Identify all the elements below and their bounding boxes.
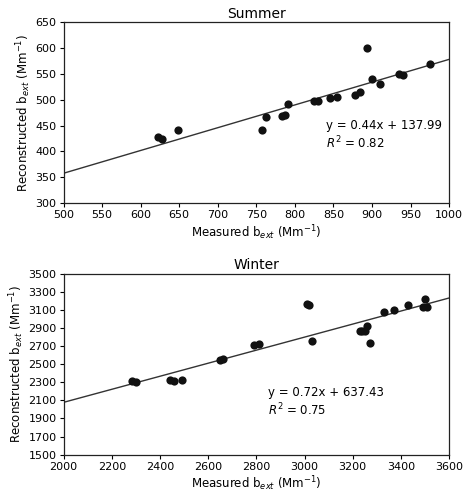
- Point: [306, 301, 313, 309]
- Point: [390, 306, 398, 314]
- Point: [217, 356, 224, 364]
- Point: [419, 303, 426, 311]
- Text: y = 0.72x + 637.43
$R^2$ = 0.75: y = 0.72x + 637.43 $R^2$ = 0.75: [268, 386, 384, 418]
- Point: [395, 70, 403, 78]
- Y-axis label: Reconstructed b$_{ext}$ (Mm$^{-1}$): Reconstructed b$_{ext}$ (Mm$^{-1}$): [14, 34, 33, 192]
- Point: [426, 60, 433, 68]
- Point: [334, 93, 341, 101]
- Point: [363, 322, 371, 330]
- Point: [158, 134, 166, 142]
- Point: [421, 295, 429, 303]
- Point: [262, 113, 269, 121]
- Point: [314, 98, 322, 106]
- Text: y = 0.44x + 137.99
$R^2$ = 0.82: y = 0.44x + 137.99 $R^2$ = 0.82: [326, 119, 442, 152]
- Point: [250, 341, 258, 349]
- Point: [154, 133, 161, 141]
- Point: [366, 339, 373, 347]
- Point: [359, 326, 366, 334]
- Point: [376, 80, 384, 88]
- Point: [174, 126, 181, 134]
- Point: [258, 126, 266, 134]
- Point: [361, 326, 368, 334]
- Point: [281, 110, 289, 118]
- Point: [363, 44, 370, 52]
- Title: Summer: Summer: [227, 7, 286, 21]
- X-axis label: Measured b$_{ext}$ (Mm$^{-1}$): Measured b$_{ext}$ (Mm$^{-1}$): [191, 223, 321, 242]
- Point: [178, 376, 186, 384]
- Point: [356, 328, 364, 336]
- Point: [404, 301, 412, 309]
- Point: [128, 378, 136, 386]
- Point: [278, 112, 286, 120]
- Point: [310, 98, 318, 106]
- Point: [423, 303, 431, 311]
- Point: [219, 355, 227, 363]
- X-axis label: Measured b$_{ext}$ (Mm$^{-1}$): Measured b$_{ext}$ (Mm$^{-1}$): [191, 474, 321, 493]
- Y-axis label: Reconstructed b$_{ext}$ (Mm$^{-1}$): Reconstructed b$_{ext}$ (Mm$^{-1}$): [7, 285, 26, 443]
- Point: [284, 100, 292, 108]
- Title: Winter: Winter: [234, 258, 279, 272]
- Point: [399, 71, 407, 79]
- Point: [326, 94, 333, 102]
- Point: [351, 90, 359, 98]
- Point: [171, 377, 178, 385]
- Point: [357, 88, 364, 96]
- Point: [303, 300, 311, 308]
- Point: [166, 376, 173, 384]
- Point: [380, 308, 388, 316]
- Point: [255, 340, 263, 348]
- Point: [368, 75, 376, 83]
- Point: [308, 336, 315, 344]
- Point: [132, 378, 140, 386]
